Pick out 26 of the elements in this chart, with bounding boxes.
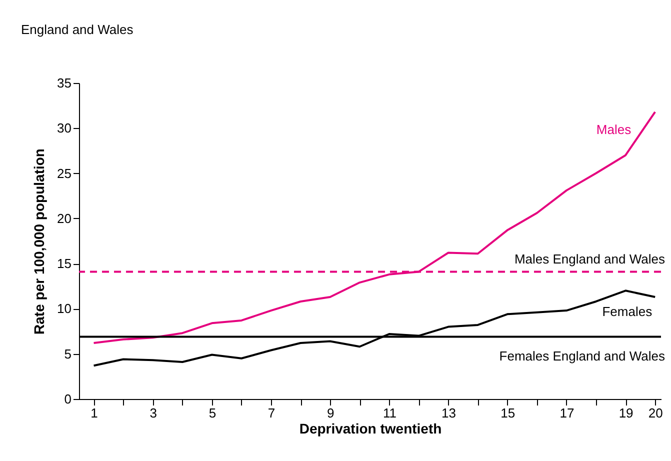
x-tick-label: 5 <box>208 406 216 420</box>
x-axis-title: Deprivation twentieth <box>299 420 442 436</box>
series-label: Males <box>596 122 632 137</box>
x-tick-label: 3 <box>150 406 157 420</box>
x-tick-label: 9 <box>327 406 334 420</box>
y-axis-title: Rate per 100,000 population <box>31 148 48 334</box>
y-tick-label: 5 <box>64 346 72 362</box>
y-tick-label: 25 <box>57 166 72 181</box>
y-tick-label: 30 <box>57 120 72 136</box>
y-tick-label: 0 <box>64 392 72 406</box>
chart-title: England and Wales <box>21 22 134 37</box>
ref-line-label: Females England and Wales <box>499 348 666 364</box>
y-tick-label: 35 <box>57 76 72 90</box>
x-tick-label: 20 <box>648 406 663 420</box>
ref-line-label: Males England and Wales <box>514 252 666 267</box>
x-tick-label: 11 <box>382 406 396 420</box>
x-tick-label: 15 <box>500 406 516 420</box>
y-tick-label: 15 <box>57 256 72 272</box>
y-tick-label: 10 <box>57 301 72 316</box>
x-tick-label: 1 <box>90 406 98 420</box>
x-tick-label: 13 <box>442 406 456 420</box>
x-tick-label: 7 <box>268 406 276 420</box>
x-tick-label: 17 <box>560 406 574 420</box>
x-tick-label: 19 <box>618 406 634 420</box>
series-label: Females <box>602 304 653 319</box>
y-tick-label: 20 <box>57 210 72 226</box>
